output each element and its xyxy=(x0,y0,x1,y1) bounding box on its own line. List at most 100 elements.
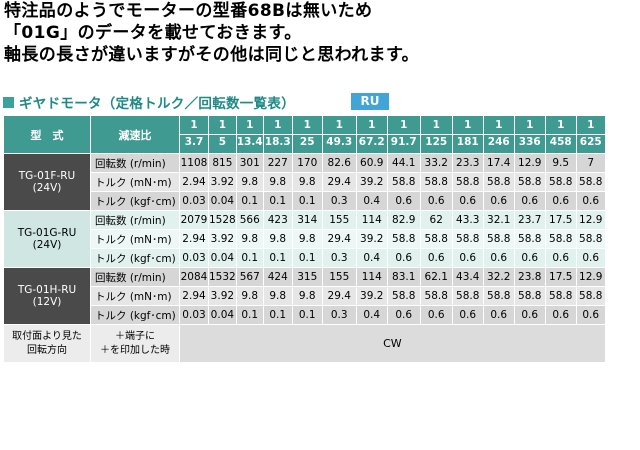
value-cell: 0.6 xyxy=(386,191,421,211)
value-cell: 0.6 xyxy=(386,248,421,268)
value-cell: 39.2 xyxy=(355,229,388,249)
value-cell: 44.1 xyxy=(386,153,421,173)
model-voltage: (12V) xyxy=(32,296,62,308)
ratio-den: 49.3 xyxy=(326,136,353,148)
value-cell: 315 xyxy=(291,267,323,287)
value-cell: 82.9 xyxy=(386,210,421,230)
model-voltage: (24V) xyxy=(32,239,62,251)
value-cell: 58.8 xyxy=(482,229,515,249)
rotation-label-line1: 取付面より見た xyxy=(12,330,82,342)
value-cell: 2.94 xyxy=(179,229,209,249)
value-cell: 0.6 xyxy=(513,191,546,211)
value-cell: 0.6 xyxy=(451,305,484,325)
value-cell: 58.8 xyxy=(386,286,421,306)
value-cell: 58.8 xyxy=(451,286,484,306)
value-cell: 58.8 xyxy=(513,172,546,192)
value-cell: 32.2 xyxy=(482,267,515,287)
value-cell: 23.3 xyxy=(451,153,484,173)
ratio-cell: 1 3.7 xyxy=(179,115,209,154)
value-cell: 82.6 xyxy=(321,153,357,173)
value-cell: 0.6 xyxy=(575,305,606,325)
ratio-den: 67.2 xyxy=(358,136,385,148)
value-cell: 58.8 xyxy=(544,172,577,192)
table-row: トルク (mN･m) 2.94 3.92 9.8 9.8 9.8 29.4 39.2 58.8 5… xyxy=(4,172,606,192)
ratio-num: 1 xyxy=(180,118,208,135)
rotation-condition: ＋端子に ＋を印加した時 xyxy=(90,324,180,363)
value-cell: 2084 xyxy=(179,267,209,287)
ratio-num: 1 xyxy=(357,118,387,135)
value-cell: 0.3 xyxy=(321,248,357,268)
ratio-den: 336 xyxy=(518,136,541,148)
value-cell: 58.8 xyxy=(513,229,546,249)
value-cell: 0.4 xyxy=(355,248,388,268)
value-cell: 0.03 xyxy=(179,191,209,211)
table-row: トルク (mN･m) 2.94 3.92 9.8 9.8 9.8 29.4 39.2 58.8 5… xyxy=(4,286,606,306)
value-cell: 0.03 xyxy=(179,305,209,325)
value-cell: 155 xyxy=(321,210,357,230)
ratio-den: 125 xyxy=(425,136,448,148)
value-cell: 3.92 xyxy=(208,229,237,249)
value-cell: 0.04 xyxy=(208,305,237,325)
value-cell: 0.6 xyxy=(451,191,484,211)
value-cell: 2.94 xyxy=(179,286,209,306)
value-cell: 0.04 xyxy=(208,248,237,268)
value-cell: 9.8 xyxy=(235,229,264,249)
value-cell: 58.8 xyxy=(419,229,453,249)
value-cell: 424 xyxy=(262,267,293,287)
model-cell: TG-01F-RU (24V) xyxy=(3,153,91,211)
ratio-cell: 1 125 xyxy=(419,115,453,154)
value-cell: 17.5 xyxy=(544,267,577,287)
model-name: TG-01H-RU xyxy=(17,284,77,296)
value-cell: 0.1 xyxy=(291,248,323,268)
row-label: トルク (kgf･cm) xyxy=(90,248,180,268)
ratio-den: 13.4 xyxy=(236,136,263,148)
value-cell: 32.1 xyxy=(482,210,515,230)
value-cell: 9.8 xyxy=(235,286,264,306)
value-cell: 0.1 xyxy=(235,191,264,211)
value-cell: 1532 xyxy=(208,267,237,287)
note-line-1: 特注品のようでモーターの型番68Bは無いため xyxy=(4,1,373,21)
ratio-num: 1 xyxy=(209,118,236,135)
value-cell: 0.6 xyxy=(513,305,546,325)
ratio-cell: 1 458 xyxy=(544,115,577,154)
group-tg-01h: TG-01H-RU (12V) 回転数 (r/min) 2084 1532 567 424 3… xyxy=(3,267,606,325)
value-cell: 0.3 xyxy=(321,191,357,211)
rotation-cond-line1: ＋端子に xyxy=(115,330,155,342)
value-cell: 0.03 xyxy=(179,248,209,268)
value-cell: 0.6 xyxy=(544,248,577,268)
note-line-2: 「01G」のデータを載せておきます。 xyxy=(4,23,302,43)
value-cell: 0.1 xyxy=(235,248,264,268)
value-cell: 314 xyxy=(291,210,323,230)
model-cell: TG-01G-RU (24V) xyxy=(3,210,91,268)
value-cell: 0.04 xyxy=(208,191,237,211)
ratio-num: 1 xyxy=(515,118,545,135)
value-cell: 0.1 xyxy=(262,248,293,268)
value-cell: 9.8 xyxy=(235,172,264,192)
model-voltage: (24V) xyxy=(32,182,62,194)
value-cell: 12.9 xyxy=(575,267,606,287)
value-cell: 43.3 xyxy=(451,210,484,230)
ratio-num: 1 xyxy=(546,118,576,135)
value-cell: 58.8 xyxy=(575,286,606,306)
value-cell: 0.6 xyxy=(482,305,515,325)
value-cell: 58.8 xyxy=(419,172,453,192)
value-cell: 0.4 xyxy=(355,191,388,211)
value-cell: 17.5 xyxy=(544,210,577,230)
value-cell: 12.9 xyxy=(575,210,606,230)
value-cell: 0.6 xyxy=(419,191,453,211)
header-ratio: 減速比 xyxy=(90,115,180,154)
value-cell: 3.92 xyxy=(208,286,237,306)
table-row: トルク (kgf･cm) 0.03 0.04 0.1 0.1 0.1 0.3 0.4 0.6 0.… xyxy=(4,305,606,325)
row-label: トルク (kgf･cm) xyxy=(90,191,180,211)
value-cell: 0.6 xyxy=(513,248,546,268)
value-cell: 566 xyxy=(235,210,264,230)
value-cell: 2.94 xyxy=(179,172,209,192)
value-cell: 29.4 xyxy=(321,286,357,306)
value-cell: 0.6 xyxy=(575,191,606,211)
ratio-num: 1 xyxy=(484,118,514,135)
value-cell: 7 xyxy=(575,153,606,173)
value-cell: 39.2 xyxy=(355,286,388,306)
value-cell: 114 xyxy=(355,210,388,230)
